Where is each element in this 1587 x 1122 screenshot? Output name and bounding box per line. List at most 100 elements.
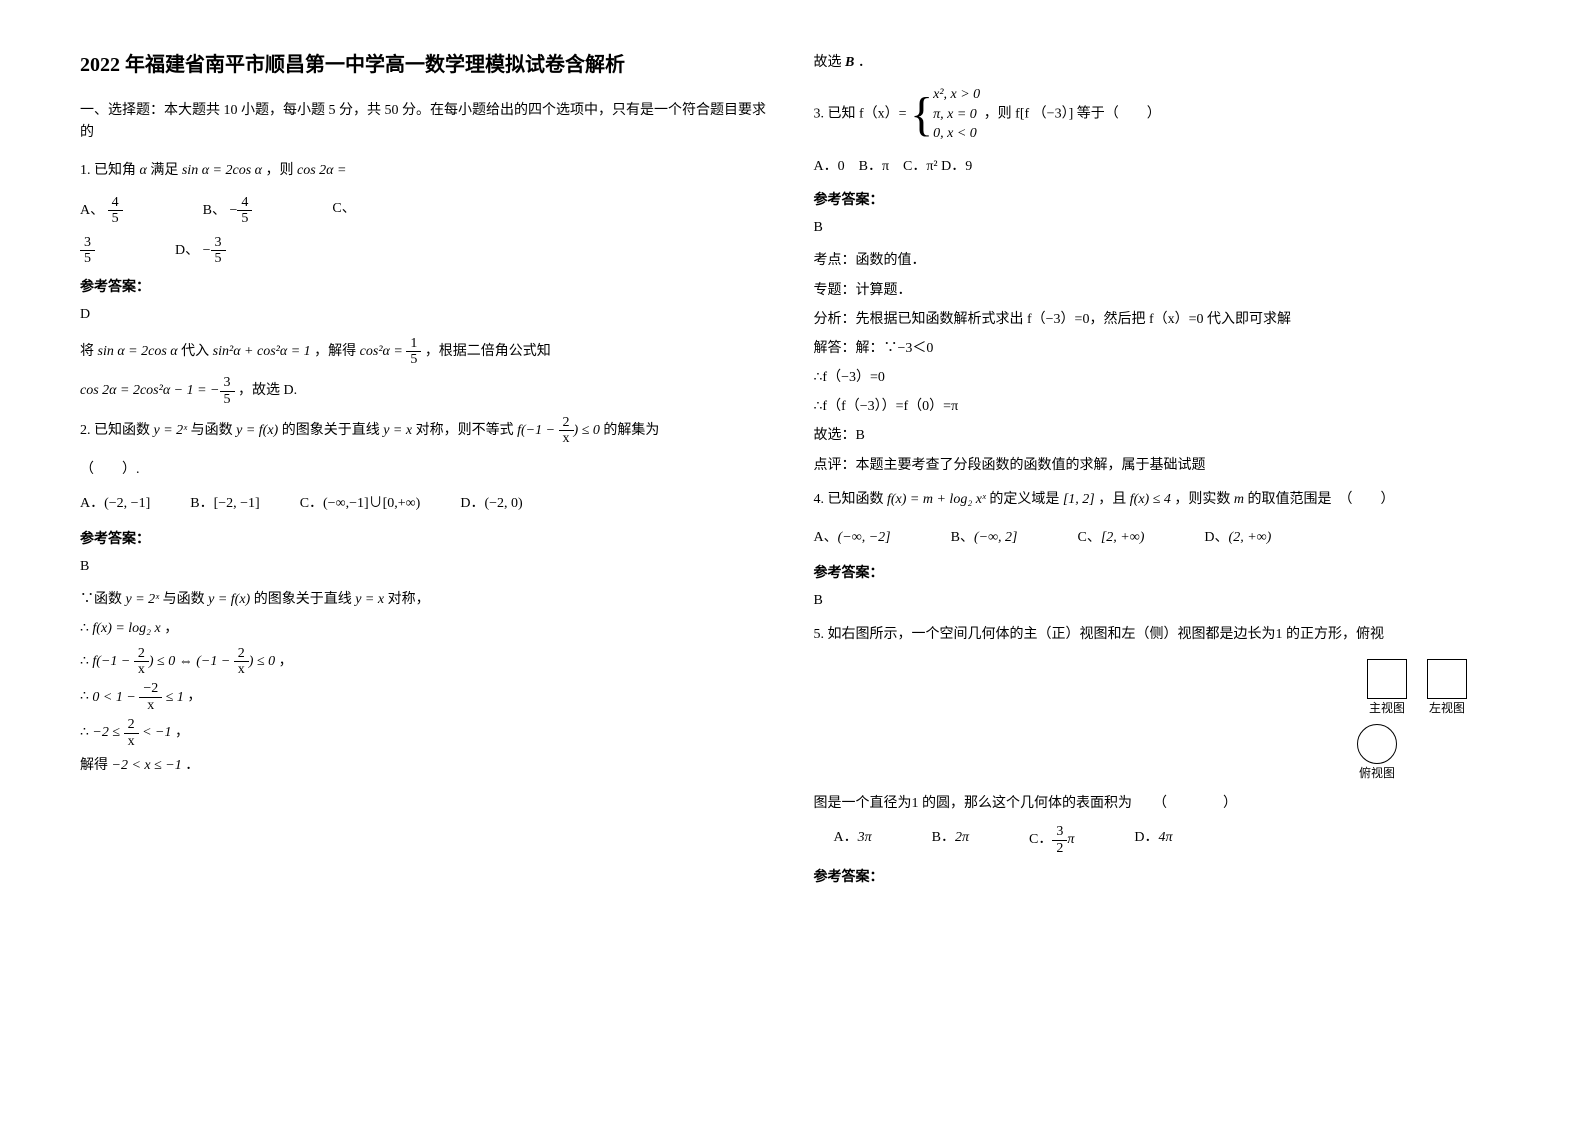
q3-case1: x², x > 0 (933, 85, 980, 105)
left-brace-icon: { (910, 91, 933, 139)
q1-ask: cos 2α = (297, 163, 346, 178)
q2-l7: 故选 B ． (814, 50, 1508, 75)
q4-sd: [1, 2] (1063, 492, 1095, 507)
question-3: 3. 已知 f（x）= { x², x > 0 π, x = 0 0, x < … (814, 85, 1508, 144)
q3-l2: 专题：计算题． (814, 278, 1508, 303)
question-2: 2. 已知函数 y = 2ˣ 与函数 y = f(x) 的图象关于直线 y = … (80, 415, 774, 447)
q5-optD-val: 4π (1158, 830, 1172, 845)
q1-optB: B、 −45 (203, 195, 253, 227)
q4-answer-label: 参考答案： (814, 562, 1508, 582)
q5-optA: A．3π (834, 824, 872, 856)
q1-explain1: 将 sin α = 2cos α 代入 sin²α + cos²α = 1 ，解… (80, 336, 774, 368)
q1-options-row1: A、 45 B、 −45 C、 (80, 195, 774, 227)
q3-l4: 解答：解：∵−3＜0 (814, 336, 1508, 361)
q2-sf: y = x (383, 423, 412, 438)
q1-e2b: ，故选 D. (238, 383, 297, 398)
main-view-label: 主视图 (1367, 699, 1407, 716)
q2-l5a: ∴ (80, 725, 92, 740)
q5-optC: C．32π (1029, 824, 1074, 856)
q2-l4a: ∴ (80, 690, 92, 705)
q2-l4: ∴ 0 < 1 − −2x ≤ 1 ， (80, 681, 774, 713)
q3-opts: A．0 B．π C．π² D．9 (814, 154, 1508, 179)
q2-optC: C．(−∞,−1]∪[0,+∞) (300, 490, 421, 518)
q2-sa: 2. 已知函数 (80, 423, 154, 438)
q1-explain2: cos 2α = 2cos²α − 1 = −35 ，故选 D. (80, 375, 774, 407)
q1-optC: C、 (332, 195, 355, 227)
q2-l1e: 的图象关于直线 (254, 592, 356, 607)
top-view-circle (1357, 724, 1397, 764)
q2-l2b: f(x) = log₂ x (92, 621, 160, 636)
q3-l7: 故选：B (814, 423, 1508, 448)
question-5: 5. 如右图所示，一个空间几何体的主（正）视图和左（侧）视图都是边长为1 的正方… (814, 621, 1508, 649)
q5-optA-label: A． (834, 830, 858, 845)
q3-sa: 3. 已知 f（x）= (814, 107, 911, 122)
q2-l1b: y = 2ˣ (126, 592, 160, 607)
q2-l1a: ∵函数 (80, 592, 126, 607)
q5-optD-label: D． (1134, 830, 1158, 845)
q5-optA-val: 3π (858, 830, 872, 845)
q2-l3c: ， (279, 654, 293, 669)
q1-stem-prefix: 1. 已知角 (80, 163, 140, 178)
q4-optD-label: D、 (1204, 530, 1228, 545)
q1-e1e: ，解得 (314, 344, 360, 359)
view-row-top: 主视图 左视图 (1367, 659, 1467, 716)
q2-l4b: 0 < 1 − −2x ≤ 1 (92, 690, 184, 705)
q4-sa: 4. 已知函数 (814, 492, 888, 507)
q4-optC: C、[2, +∞) (1078, 524, 1145, 552)
q2-l6c: ． (185, 758, 199, 773)
section-header: 一、选择题：本大题共 10 小题，每小题 5 分，共 50 分。在每小题给出的四… (80, 100, 774, 145)
q2-l2c: ， (164, 621, 178, 636)
q2-l3a: ∴ (80, 654, 92, 669)
q4-sh: m (1234, 492, 1244, 507)
q3-l5: ∴f（−3）=0 (814, 365, 1508, 390)
q1-e1a: 将 (80, 344, 98, 359)
left-view-label: 左视图 (1427, 699, 1467, 716)
q2-l6a: 解得 (80, 758, 112, 773)
q2-l2a: ∴ (80, 621, 92, 636)
question-1: 1. 已知角 α 满足 sin α = 2cos α ，则 cos 2α = (80, 157, 774, 185)
q1-e1c: 代入 (181, 344, 213, 359)
q3-l3: 分析：先根据已知函数解析式求出 f（−3）=0，然后把 f（x）=0 代入即可求… (814, 307, 1508, 332)
q2-l6: 解得 −2 < x ≤ −1 ． (80, 753, 774, 778)
q1-optC-val: 35 (80, 235, 95, 267)
q1-e2a: cos 2α = 2cos²α − 1 = −35 (80, 383, 235, 398)
q2-si: 的解集为 (603, 423, 659, 438)
q2-sh: f(−1 − 2x) ≤ 0 (517, 423, 600, 438)
q1-optD-frac: 35 (211, 235, 226, 267)
q2-optB: B．[−2, −1] (190, 490, 259, 518)
q2-l3: ∴ f(−1 − 2x) ≤ 0 ⇔ (−1 − 2x) ≤ 0 ， (80, 646, 774, 678)
q2-sd: y = f(x) (236, 423, 278, 438)
top-view-group: 俯视图 (1357, 724, 1397, 781)
q1-options-row2: 35 D、 −35 (80, 235, 774, 267)
q4-optA: A、(−∞, −2] (814, 524, 891, 552)
q4-optA-val: (−∞, −2] (838, 530, 891, 545)
q2-l1d: y = f(x) (208, 592, 250, 607)
q2-l5b: −2 ≤ 2x < −1 (92, 725, 171, 740)
q3-l1: 考点：函数的值． (814, 248, 1508, 273)
q1-e1f: cos²α = 15 (360, 344, 422, 359)
q2-se: 的图象关于直线 (282, 423, 384, 438)
q2-l1: ∵函数 y = 2ˣ 与函数 y = f(x) 的图象关于直线 y = x 对称… (80, 587, 774, 612)
q2-answer: B (80, 554, 774, 579)
q3-case2: π, x = 0 (933, 105, 980, 125)
q4-optA-label: A、 (814, 530, 838, 545)
q2-l4c: ， (187, 690, 201, 705)
q3-l8: 点评：本题主要考查了分段函数的函数值的求解，属于基础试题 (814, 453, 1508, 478)
q4-sc: 的定义域是 (989, 492, 1063, 507)
q1-e1b: sin α = 2cos α (98, 344, 178, 359)
q5-optC-val: 32π (1052, 832, 1074, 847)
q4-optB-label: B、 (951, 530, 974, 545)
q1-answer: D (80, 302, 774, 327)
q2-l7a: 故选 (814, 55, 846, 70)
q4-optD: D、(2, +∞) (1204, 524, 1271, 552)
q1-eq: sin α = 2cos α (182, 163, 262, 178)
q5-stem2: 图是一个直径为1 的圆，那么这个几何体的表面积为 （ ） (814, 791, 1508, 816)
q4-optB: B、(−∞, 2] (951, 524, 1018, 552)
q2-l7c: ． (858, 55, 872, 70)
q3-answer-label: 参考答案： (814, 189, 1508, 209)
q2-l5c: ， (175, 725, 189, 740)
q2-l1f: y = x (355, 592, 384, 607)
q5-optC-label: C． (1029, 832, 1052, 847)
q1-optD: D、 −35 (175, 235, 226, 267)
q2-l5: ∴ −2 ≤ 2x < −1 ， (80, 717, 774, 749)
